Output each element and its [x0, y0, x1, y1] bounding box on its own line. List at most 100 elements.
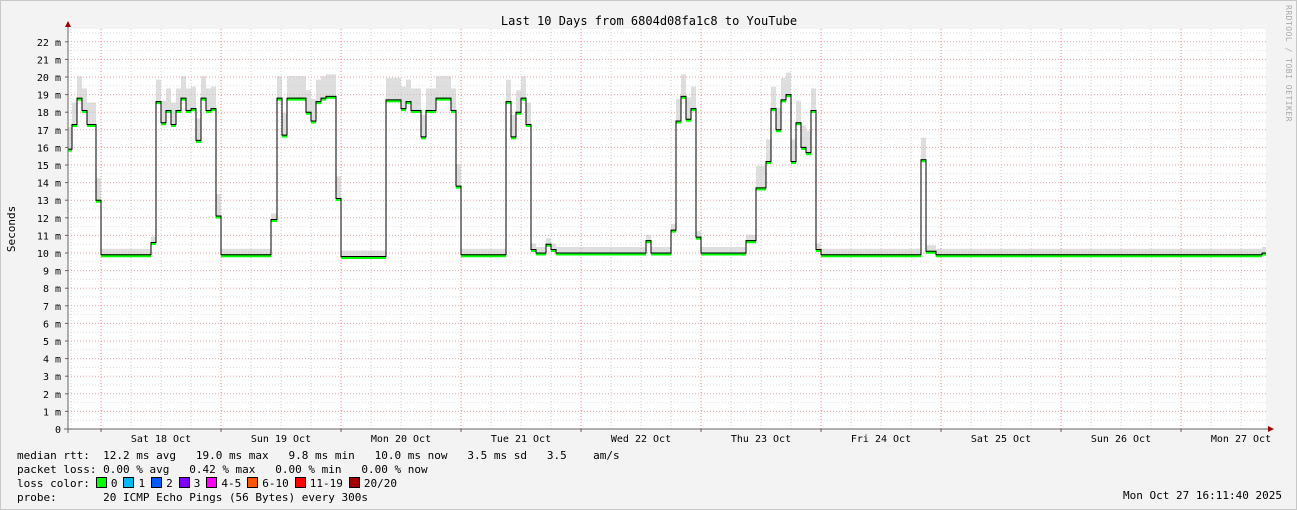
y-tick-label: 20 m: [37, 73, 61, 84]
smoke-band: [186, 88, 191, 111]
y-tick-label: 18 m: [37, 108, 61, 119]
smoke-band: [806, 130, 811, 153]
median-rtt-line: [68, 94, 1266, 258]
smoke-band: [406, 79, 411, 102]
y-tick-label: 5 m: [43, 337, 61, 348]
y-tick-label: 19 m: [37, 91, 61, 102]
smoke-band: [101, 248, 151, 255]
smoke-band: [546, 238, 551, 245]
smoke-band: [921, 137, 926, 160]
smoke-band: [531, 243, 536, 250]
y-tick-label: 10 m: [37, 249, 61, 260]
smoke-band: [771, 86, 776, 109]
loss-color-swatch: [294, 477, 306, 488]
smoke-band: [287, 76, 306, 99]
smoke-band: [426, 88, 436, 111]
smoke-band: [686, 97, 691, 120]
smoke-band: [191, 86, 196, 109]
smoke-band: [306, 90, 311, 113]
x-tick-label: Mon 20 Oct: [371, 434, 431, 445]
loss-color-label-item: 20/20: [363, 477, 397, 490]
smoke-band: [221, 248, 271, 255]
smoke-band: [321, 76, 326, 99]
x-tick-label: Fri 24 Oct: [851, 434, 911, 445]
y-tick-label: 16 m: [37, 143, 61, 154]
smoke-band: [461, 248, 506, 255]
y-tick-label: 7 m: [43, 302, 61, 313]
loss-color-swatch: [123, 477, 135, 488]
smoke-band: [156, 79, 161, 102]
smoke-band: [68, 127, 72, 150]
packet-loss-values: 0.00 % avg 0.42 % max 0.00 % min 0.00 % …: [103, 463, 428, 476]
median-rtt-values: 12.2 ms avg 19.0 ms max 9.8 ms min 10.0 …: [103, 449, 620, 462]
rrdtool-watermark: RRDTOOL / TOBI OETIKER: [1284, 5, 1293, 122]
x-tick-label: Sun 26 Oct: [1091, 434, 1151, 445]
legend-loss-color: loss color: 0 1 2 3 4-5 6-10 11-19 20/20: [17, 476, 397, 491]
smoke-band: [516, 90, 521, 113]
smoke-band: [821, 248, 921, 255]
smoke-band: [166, 88, 171, 111]
packet-loss-label: packet loss:: [17, 463, 97, 476]
smoke-band: [77, 76, 82, 99]
x-tick-label: Thu 23 Oct: [731, 434, 791, 445]
smoke-band: [206, 88, 211, 111]
smoke-band: [341, 250, 386, 257]
smoke-band: [766, 139, 771, 162]
graph-timestamp: Mon Oct 27 16:11:40 2025: [1123, 489, 1282, 502]
smoke-band: [277, 76, 282, 99]
loss-color-label-item: 2: [166, 477, 173, 490]
x-tick-label: Sat 18 Oct: [131, 434, 191, 445]
smoke-band: [311, 99, 316, 121]
loss-color-swatch: [206, 477, 218, 488]
smoke-band: [781, 77, 786, 100]
smoke-band: [96, 178, 101, 201]
smoke-band: [551, 243, 556, 250]
smoke-band: [651, 247, 671, 253]
chart-title: Last 10 Days from 6804d08fa1c8 to YouTub…: [501, 14, 797, 28]
y-tick-label: 17 m: [37, 126, 61, 137]
smoke-band: [701, 247, 746, 253]
median-rtt-label: median rtt:: [17, 449, 90, 462]
smoke-band: [526, 102, 531, 125]
probe-value: 20 ICMP Echo Pings (56 Bytes) every 300s: [103, 491, 369, 504]
loss-color-swatch: [151, 477, 163, 488]
smoke-band: [671, 224, 676, 231]
y-tick-label: 4 m: [43, 355, 61, 366]
x-axis-arrow: [1268, 426, 1274, 432]
loss-color-label-item: 11-19: [309, 477, 343, 490]
y-tick-label: 6 m: [43, 319, 61, 330]
y-axis-arrow: [65, 21, 71, 27]
x-tick-label: Mon 27 Oct: [1211, 434, 1271, 445]
plot-area: [68, 29, 1266, 429]
smoke-band: [691, 86, 696, 109]
x-tick-label: Sun 19 Oct: [251, 434, 311, 445]
smoke-band: [511, 114, 516, 137]
smoke-band: [72, 102, 77, 125]
smoke-band: [411, 88, 421, 111]
smoke-band: [681, 74, 686, 97]
y-tick-label: 13 m: [37, 196, 61, 207]
smoke-band: [271, 213, 277, 220]
smoke-band: [87, 102, 96, 125]
loss-color-swatch: [178, 477, 190, 488]
smoke-band: [401, 86, 406, 109]
smoke-band: [211, 86, 216, 109]
y-tick-label: 14 m: [37, 179, 61, 190]
latency-chart: Last 10 Days from 6804d08fa1c8 to YouTub…: [5, 14, 1274, 445]
loss-color-swatch: [247, 477, 259, 488]
smoke-band: [646, 234, 651, 241]
smoke-band: [926, 245, 936, 252]
x-tick-label: Sat 25 Oct: [971, 434, 1031, 445]
smoke-band: [386, 77, 401, 100]
smoke-band: [1262, 247, 1266, 253]
y-tick-label: 15 m: [37, 161, 61, 172]
legend-packet-loss: packet loss: 0.00 % avg 0.42 % max 0.00 …: [17, 462, 428, 477]
smoke-band: [676, 99, 681, 121]
smoke-band: [196, 118, 201, 141]
y-tick-label: 2 m: [43, 390, 61, 401]
y-tick-label: 22 m: [37, 38, 61, 49]
smoke-band: [201, 76, 206, 99]
y-tick-label: 21 m: [37, 55, 61, 66]
loss-color-label-item: 6-10: [262, 477, 289, 490]
